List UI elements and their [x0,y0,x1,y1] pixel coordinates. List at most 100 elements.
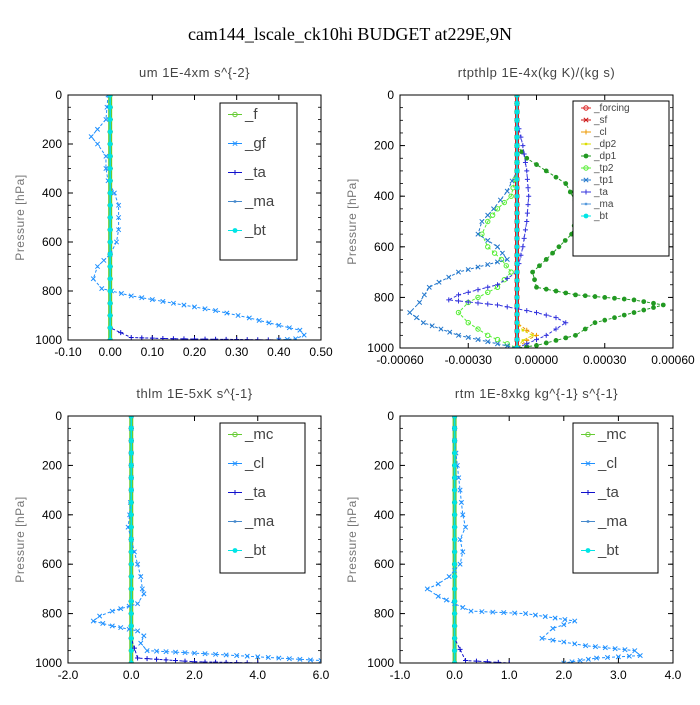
series-point [118,625,124,631]
series-point [128,475,134,481]
series-point [128,512,134,518]
series-point [495,659,501,663]
series-point [446,573,452,580]
series-point [128,561,134,567]
series-point [457,646,463,652]
series-point [525,202,531,208]
series-point [534,337,539,343]
series-point [641,307,647,313]
x-tick-label: -1.0 [390,668,411,682]
series-point [213,651,219,657]
series-point [494,341,501,347]
series-line-gf [90,95,305,340]
series-point [582,326,588,332]
series-point [520,244,526,250]
series-point [135,628,141,634]
series-point [452,500,457,505]
series-point [266,320,272,326]
series-line-ta [447,95,567,348]
series-point [135,601,141,607]
y-tick-label: 0 [387,88,394,102]
series-point [651,305,656,310]
series-point [485,339,491,345]
x-tick-label: 2.0 [186,668,203,682]
series-point [452,475,457,481]
series-point [561,622,567,628]
series-point [128,293,134,299]
x-tick-label: 2.0 [555,668,572,682]
series-point [202,659,208,663]
legend-entry: _ma [593,199,614,210]
series-point [475,231,481,237]
series-point [521,339,525,342]
series-point [128,660,134,663]
series-point [97,613,103,619]
series-point [519,149,525,155]
legend-entry: _tp2 [593,163,614,174]
series-point [543,332,549,338]
legend-entry: _bt [593,211,608,222]
series-point [514,193,520,199]
series-point [172,649,179,655]
series-point [407,310,413,316]
series-point [485,212,491,218]
series-point [224,310,230,316]
y-tick-label: 0 [55,88,62,102]
legend-entry: _forcing [593,103,630,114]
x-tick-label: -0.00030 [445,353,493,367]
series-point [420,320,426,326]
series-point [128,487,134,493]
series-point [475,300,481,306]
series-point [128,500,134,505]
series-point [514,244,520,250]
series-point [452,416,457,419]
series-point [514,345,520,348]
legend-marker [583,189,589,195]
legend-entry: _ma [597,513,628,530]
series-point [111,190,117,196]
series-point [530,269,535,275]
series-point [452,598,457,604]
series-point [475,326,481,332]
series-point [318,657,321,663]
series-point [438,326,444,332]
series-point [170,336,176,340]
series-point [414,315,420,321]
x-tick-label: -0.10 [54,345,82,359]
legend-marker [585,490,591,495]
series-point [632,648,638,654]
y-tick-label: 400 [42,508,62,522]
series-point [452,623,457,629]
series-point [514,235,520,241]
panel-title: rtpthlp 1E-4x(kg K)/(kg s) [458,65,616,80]
series-point [116,202,122,208]
series-point [514,295,520,300]
series-point [452,438,457,444]
series-point [456,292,461,298]
series-point [556,244,562,250]
series-point [141,591,147,597]
x-tick-label: 4.0 [665,668,682,682]
series-point [522,227,528,233]
y-axis-label: Pressure [hPa] [345,178,359,264]
series-point [202,306,208,312]
y-tick-label: 200 [374,458,394,472]
series-group [88,95,307,340]
series-point [191,304,198,310]
series-point [94,126,101,132]
series-point [524,168,530,174]
legend-marker [583,153,589,159]
series-point [621,312,627,318]
series-point [621,296,627,302]
series-point [524,155,530,161]
series-point [452,586,457,592]
series-point [163,649,169,655]
series-point [622,647,628,653]
legend-box [219,422,306,574]
series-point [128,438,134,444]
legend-marker [583,105,589,111]
series-point [286,656,292,662]
series-point [494,336,501,343]
x-tick-label: 0.00030 [583,353,627,367]
